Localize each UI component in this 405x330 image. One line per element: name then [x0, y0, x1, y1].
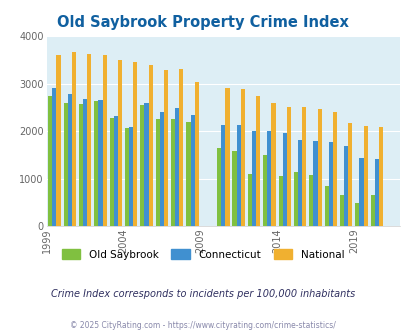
Bar — [363, 126, 367, 226]
Bar — [221, 124, 225, 226]
Bar — [232, 151, 236, 226]
Bar — [56, 55, 60, 226]
Bar — [63, 103, 68, 226]
Bar — [262, 155, 266, 226]
Bar — [68, 94, 72, 226]
Bar — [313, 141, 317, 226]
Bar — [301, 108, 305, 226]
Bar — [190, 115, 194, 226]
Bar — [102, 55, 107, 226]
Bar — [293, 172, 297, 226]
Bar — [339, 195, 343, 226]
Bar — [266, 131, 271, 226]
Bar — [113, 115, 117, 226]
Bar — [252, 131, 256, 226]
Bar — [297, 140, 301, 226]
Bar — [164, 70, 168, 226]
Text: © 2025 CityRating.com - https://www.cityrating.com/crime-statistics/: © 2025 CityRating.com - https://www.city… — [70, 321, 335, 330]
Bar — [343, 147, 347, 226]
Bar — [52, 88, 56, 226]
Bar — [374, 159, 378, 226]
Text: Crime Index corresponds to incidents per 100,000 inhabitants: Crime Index corresponds to incidents per… — [51, 289, 354, 299]
Bar — [309, 175, 313, 226]
Bar — [94, 101, 98, 226]
Bar — [140, 105, 144, 226]
Bar — [236, 125, 240, 226]
Bar — [72, 52, 76, 226]
Bar — [286, 107, 290, 226]
Bar — [83, 99, 87, 226]
Bar — [160, 112, 164, 226]
Bar — [278, 176, 282, 226]
Bar — [98, 100, 102, 226]
Bar — [370, 195, 374, 226]
Bar — [217, 148, 221, 226]
Bar — [125, 128, 129, 226]
Bar — [155, 119, 160, 226]
Bar — [240, 89, 244, 226]
Bar — [324, 186, 328, 226]
Bar — [332, 112, 336, 226]
Bar — [109, 118, 113, 226]
Bar — [358, 158, 363, 226]
Bar — [129, 127, 133, 226]
Bar — [378, 127, 382, 226]
Bar — [186, 122, 190, 226]
Text: Old Saybrook Property Crime Index: Old Saybrook Property Crime Index — [57, 15, 348, 30]
Bar — [354, 203, 358, 226]
Bar — [148, 65, 152, 226]
Bar — [317, 109, 321, 226]
Bar — [347, 123, 352, 226]
Bar — [79, 104, 83, 226]
Bar — [117, 59, 122, 226]
Bar — [171, 119, 175, 226]
Bar — [271, 103, 275, 226]
Bar — [282, 133, 286, 226]
Bar — [247, 174, 252, 226]
Bar — [87, 54, 91, 226]
Bar — [175, 108, 179, 226]
Bar — [144, 103, 148, 226]
Bar — [328, 142, 332, 226]
Bar — [48, 96, 52, 226]
Bar — [179, 69, 183, 226]
Bar — [194, 82, 198, 226]
Bar — [225, 87, 229, 226]
Bar — [133, 62, 137, 226]
Legend: Old Saybrook, Connecticut, National: Old Saybrook, Connecticut, National — [58, 245, 347, 264]
Bar — [256, 96, 260, 226]
